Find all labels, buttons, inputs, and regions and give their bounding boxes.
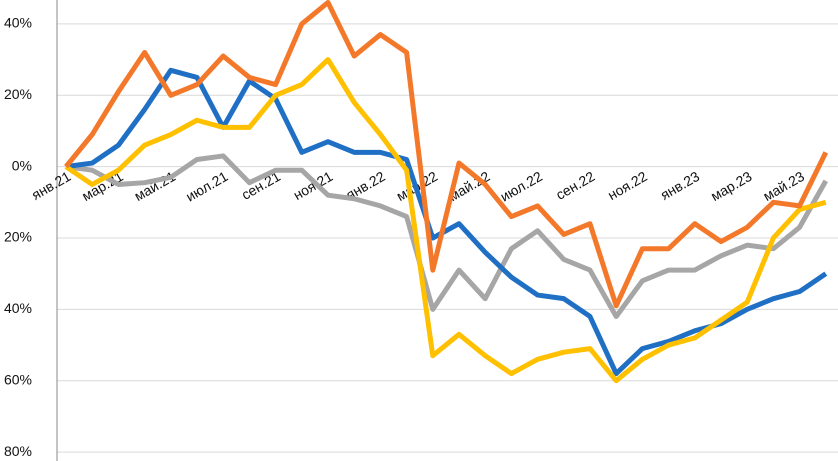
x-tick-label: июл.22 <box>497 168 545 205</box>
x-tick-label: мар.23 <box>708 168 755 204</box>
x-tick-label: июл.21 <box>183 168 231 205</box>
y-tick-label: 40% <box>4 15 32 31</box>
x-tick-label: май.23 <box>760 168 807 204</box>
x-tick-label: сен.21 <box>239 168 284 203</box>
x-tick-label: сен.22 <box>553 168 598 203</box>
x-tick-label: май.21 <box>131 168 178 204</box>
y-tick-label: 20% <box>4 229 32 245</box>
x-tick-label: ноя.22 <box>605 168 650 203</box>
series-line <box>65 153 828 319</box>
y-tick-label: 60% <box>4 371 32 387</box>
x-tick-label: янв.21 <box>29 168 74 203</box>
series-line <box>65 67 828 377</box>
y-tick-label: 40% <box>4 300 32 316</box>
y-tick-label: 0% <box>12 157 32 173</box>
y-tick-label: 20% <box>4 86 32 102</box>
y-tick-label: 80% <box>4 443 32 459</box>
x-tick-label: янв.23 <box>658 168 703 203</box>
series-line <box>64 0 829 309</box>
series-line <box>64 57 827 384</box>
